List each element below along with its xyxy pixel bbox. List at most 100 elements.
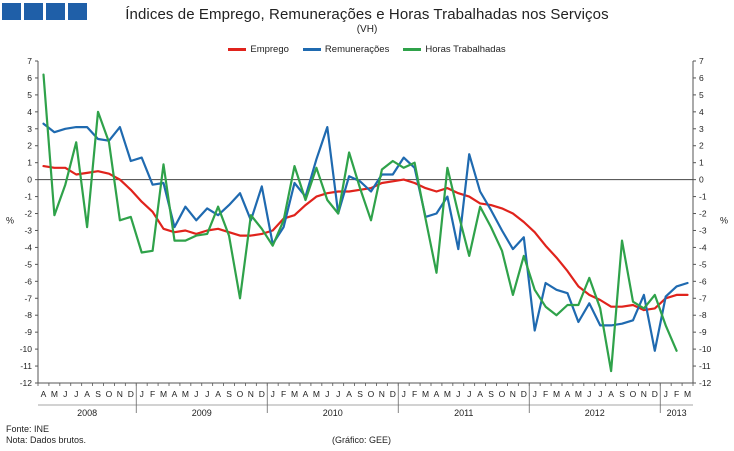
y-tick-label-right: -10	[699, 344, 712, 354]
x-tick-label: A	[565, 389, 571, 399]
x-tick-label: F	[150, 389, 155, 399]
x-tick-label: A	[303, 389, 309, 399]
year-label: 2012	[585, 408, 605, 418]
data-note: Nota: Dados brutos.	[6, 435, 87, 445]
x-tick-label: F	[674, 389, 679, 399]
chart-subtitle: (VH)	[356, 24, 378, 35]
y-tick-label-right: -4	[699, 242, 707, 252]
x-tick-label: J	[74, 389, 78, 399]
y-tick-label-right: -2	[699, 209, 707, 219]
y-tick-label-left: 1	[27, 158, 32, 168]
x-tick-label: O	[106, 389, 113, 399]
y-tick-label-right: 0	[699, 175, 704, 185]
x-tick-label: S	[619, 389, 625, 399]
y-tick-label-right: -6	[699, 276, 707, 286]
x-tick-label: J	[598, 389, 602, 399]
y-tick-label-right: -8	[699, 310, 707, 320]
year-label: 2009	[192, 408, 212, 418]
y-tick-label-right: -1	[699, 192, 707, 202]
x-tick-label: J	[63, 389, 67, 399]
x-tick-label: M	[553, 389, 560, 399]
x-tick-label: A	[172, 389, 178, 399]
x-tick-label: M	[51, 389, 58, 399]
x-tick-label: S	[95, 389, 101, 399]
y-tick-label-left: 7	[27, 56, 32, 66]
y-tick-label-left: -3	[24, 225, 32, 235]
x-tick-label: A	[434, 389, 440, 399]
y-tick-label-left: -6	[24, 276, 32, 286]
series-line-horas-trabalhadas	[42, 73, 678, 373]
x-tick-label: M	[444, 389, 451, 399]
x-tick-label: O	[499, 389, 506, 399]
y-tick-label-right: -7	[699, 293, 707, 303]
y-tick-label-left: 4	[27, 107, 32, 117]
x-tick-label: S	[488, 389, 494, 399]
logo-block	[2, 3, 21, 20]
y-tick-label-left: 6	[27, 73, 32, 83]
x-tick-label: J	[194, 389, 198, 399]
y-tick-label-left: -12	[20, 378, 33, 388]
y-tick-label-left: -11	[20, 361, 32, 371]
x-tick-label: M	[182, 389, 189, 399]
x-tick-label: S	[357, 389, 363, 399]
y-tick-label-left: -5	[24, 259, 32, 269]
ine-logo	[2, 3, 87, 20]
logo-block	[46, 3, 65, 20]
chart-title: Índices de Emprego, Remunerações e Horas…	[125, 6, 609, 23]
y-tick-label-right: 3	[699, 124, 704, 134]
logo-block	[68, 3, 87, 20]
y-tick-label-left: -10	[20, 344, 33, 354]
y-tick-label-left: 0	[27, 175, 32, 185]
y-tick-label-left: -8	[24, 310, 32, 320]
x-tick-label: D	[259, 389, 265, 399]
x-tick-label: J	[664, 389, 668, 399]
x-tick-label: S	[226, 389, 232, 399]
source-note: Fonte: INE	[6, 424, 50, 434]
logo-block	[24, 3, 43, 20]
y-tick-label-right: -12	[699, 378, 712, 388]
x-tick-label: J	[533, 389, 537, 399]
legend-label-emprego: Emprego	[250, 44, 289, 55]
legend-swatch-emprego	[228, 48, 247, 51]
y-tick-label-right: 1	[699, 158, 704, 168]
x-tick-label: F	[412, 389, 417, 399]
y-tick-label-left: 3	[27, 124, 32, 134]
series-line-remunera-es	[42, 122, 689, 352]
x-tick-label: F	[281, 389, 286, 399]
x-tick-label: N	[117, 389, 123, 399]
y-tick-label-right: -3	[699, 225, 707, 235]
x-tick-label: F	[543, 389, 548, 399]
x-tick-label: A	[477, 389, 483, 399]
x-tick-label: N	[248, 389, 254, 399]
y-tick-label-right: -9	[699, 327, 707, 337]
x-tick-label: M	[160, 389, 167, 399]
x-tick-label: M	[291, 389, 298, 399]
x-tick-label: J	[587, 389, 591, 399]
y-tick-label-left: 2	[27, 141, 32, 151]
x-tick-label: M	[422, 389, 429, 399]
x-tick-label: M	[684, 389, 691, 399]
y-axis-label-right: %	[720, 215, 728, 225]
chart-legend: Emprego Remunerações Horas Trabalhadas	[0, 44, 734, 55]
y-tick-label-right: 5	[699, 90, 704, 100]
x-tick-label: O	[237, 389, 244, 399]
y-tick-label-left: 5	[27, 90, 32, 100]
x-tick-label: D	[128, 389, 134, 399]
x-tick-label: A	[84, 389, 90, 399]
series-line-emprego	[42, 165, 689, 312]
y-tick-label-right: 6	[699, 73, 704, 83]
legend-label-horas: Horas Trabalhadas	[425, 44, 506, 55]
y-tick-label-right: 2	[699, 141, 704, 151]
x-tick-label: N	[379, 389, 385, 399]
x-tick-label: D	[652, 389, 658, 399]
y-tick-label-left: -4	[24, 242, 32, 252]
y-tick-label-left: -1	[24, 192, 32, 202]
x-tick-label: J	[140, 389, 144, 399]
x-tick-label: N	[641, 389, 647, 399]
y-tick-label-right: 7	[699, 56, 704, 66]
x-tick-label: O	[630, 389, 637, 399]
chart-credit: (Gráfico: GEE)	[332, 435, 392, 445]
x-tick-label: M	[313, 389, 320, 399]
legend-label-remuneracoes: Remunerações	[324, 44, 390, 55]
